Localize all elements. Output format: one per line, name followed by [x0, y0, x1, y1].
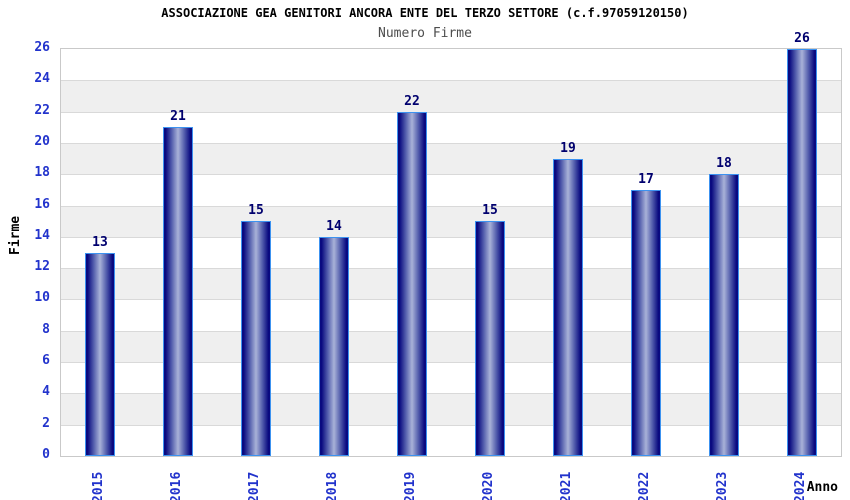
bar-2023: [709, 174, 739, 456]
bar-2019: [397, 111, 427, 456]
gridline: [61, 80, 841, 81]
gridline: [61, 206, 841, 207]
x-tick-label: 2016: [169, 471, 184, 500]
y-tick-label: 10: [34, 290, 50, 306]
y-tick-label: 8: [42, 321, 50, 337]
x-axis-label: Anno: [806, 480, 838, 495]
y-tick-label: 24: [34, 71, 50, 87]
x-tick-label: 2017: [247, 471, 262, 500]
bar-value-label: 14: [326, 218, 342, 234]
bar-value-label: 15: [482, 203, 498, 219]
x-tick-label: 2018: [325, 471, 340, 500]
bar-2021: [553, 158, 583, 456]
bar-2018: [319, 236, 349, 456]
y-tick-label: 22: [34, 102, 50, 118]
gridline: [61, 268, 841, 269]
grid-band: [61, 80, 841, 112]
grid-band: [61, 49, 841, 81]
gridline: [61, 299, 841, 300]
x-tick-label: 2020: [481, 471, 496, 500]
bar-2016: [163, 127, 193, 456]
y-tick-label: 6: [42, 353, 50, 369]
y-tick-label: 18: [34, 165, 50, 181]
y-tick-label: 20: [34, 133, 50, 149]
bar-value-label: 13: [92, 234, 108, 250]
bar-2022: [631, 189, 661, 456]
y-tick-label: 14: [34, 227, 50, 243]
gridline: [61, 143, 841, 144]
y-tick-label: 4: [42, 384, 50, 400]
y-tick-label: 26: [34, 40, 50, 55]
bar-value-label: 26: [794, 31, 810, 46]
bar-2020: [475, 221, 505, 456]
y-tick-label: 12: [34, 259, 50, 275]
y-tick-label: 0: [42, 447, 50, 462]
chart-subtitle: Numero Firme: [378, 26, 472, 41]
gridline: [61, 393, 841, 394]
bar-value-label: 21: [170, 109, 186, 125]
x-tick-label: 2021: [559, 471, 574, 500]
bar-value-label: 22: [404, 93, 420, 109]
bar-2015: [85, 252, 115, 456]
bar-value-label: 17: [638, 171, 654, 187]
gridline: [61, 112, 841, 113]
bar-value-label: 18: [716, 156, 732, 172]
gridline: [61, 362, 841, 363]
x-tick-label: 2015: [91, 471, 106, 500]
y-tick-label: 2: [42, 415, 50, 431]
bar-value-label: 15: [248, 203, 264, 219]
x-tick-label: 2019: [403, 471, 418, 500]
y-tick-label: 16: [34, 196, 50, 212]
x-tick-label: 2022: [637, 471, 652, 500]
bar-2017: [241, 221, 271, 456]
bar-value-label: 19: [560, 140, 576, 156]
x-tick-label: 2024: [793, 471, 808, 500]
gridline: [61, 174, 841, 175]
bar-2024: [787, 49, 817, 456]
x-tick-label: 2023: [715, 471, 730, 500]
chart-title: ASSOCIAZIONE GEA GENITORI ANCORA ENTE DE…: [161, 6, 689, 20]
plot-area: 13 21 15 14 22 15 19 17 18 26: [60, 32, 842, 457]
gridline: [61, 425, 841, 426]
gridline: [61, 331, 841, 332]
gridline: [61, 237, 841, 238]
